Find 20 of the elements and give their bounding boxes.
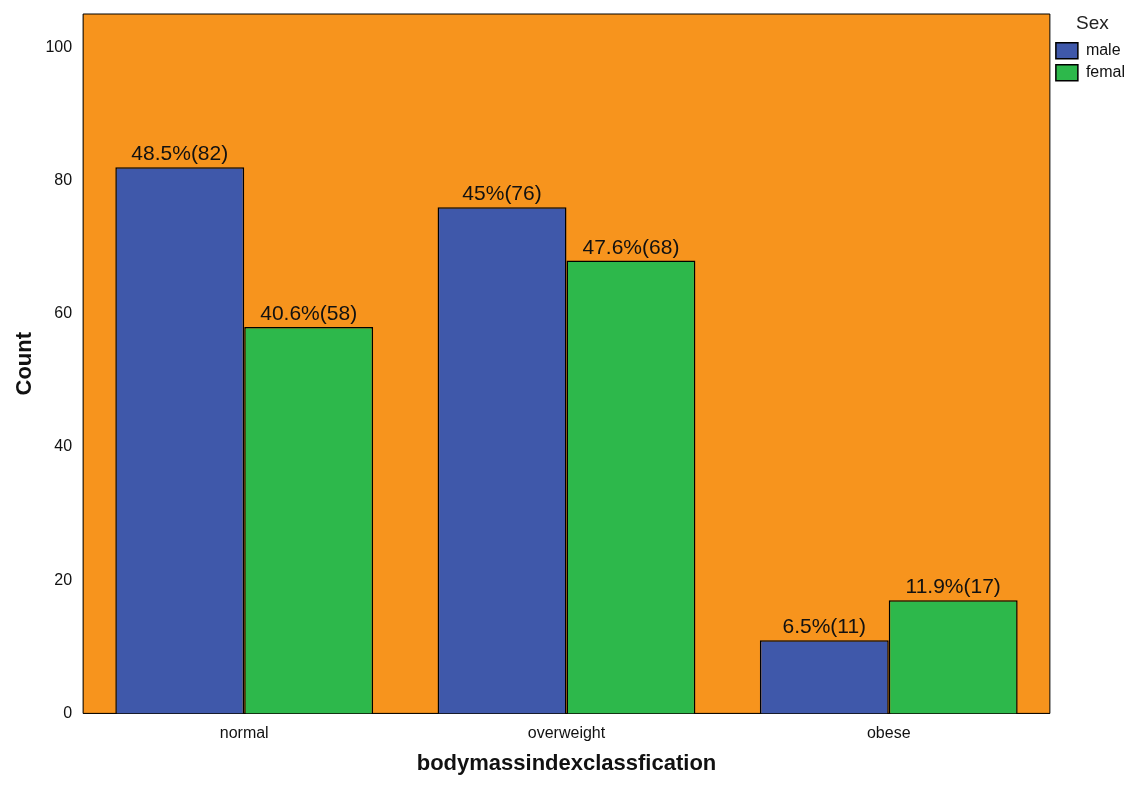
x-tick-label: normal [219, 724, 269, 742]
data-label: 40.6%(58) [260, 301, 358, 325]
x-tick-label: obese [866, 724, 911, 742]
x-tick-label: overweight [527, 724, 606, 742]
y-axis-title: Count [11, 331, 37, 396]
y-tick-label: 20 [54, 570, 73, 588]
data-label: 48.5%(82) [131, 141, 229, 165]
y-tick-label: 60 [54, 304, 73, 322]
y-tick-label: 0 [63, 703, 73, 721]
legend-label: male [1085, 41, 1121, 59]
x-axis-title: bodymassindexclassfication [416, 749, 717, 775]
data-label: 47.6%(68) [582, 234, 680, 258]
legend-label: femal [1085, 63, 1125, 81]
y-tick-label: 40 [54, 437, 73, 455]
data-label: 45%(76) [462, 181, 542, 205]
y-tick-label: 80 [54, 170, 73, 188]
y-tick-label: 100 [45, 37, 73, 55]
data-label: 11.9%(17) [905, 574, 1001, 598]
legend-title: Sex [1076, 11, 1110, 33]
data-label: 6.5%(11) [782, 614, 867, 638]
